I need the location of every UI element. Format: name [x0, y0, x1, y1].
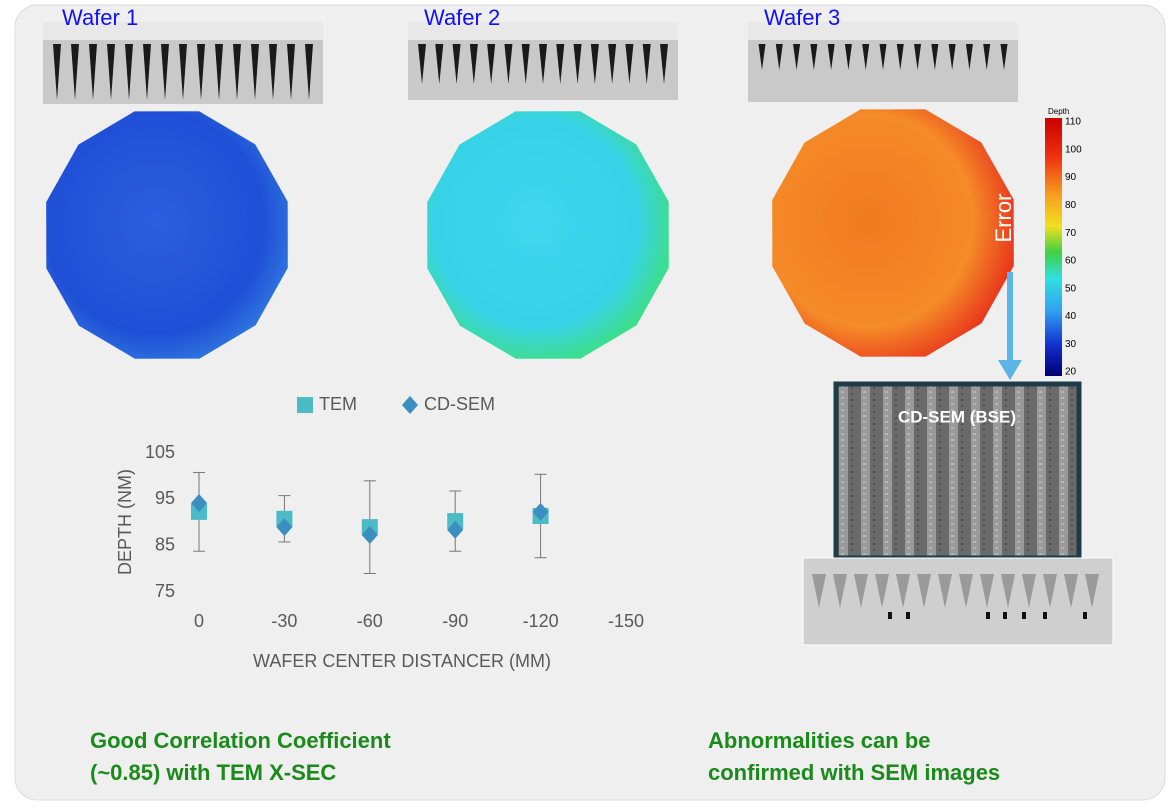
void — [986, 612, 990, 619]
void — [906, 612, 910, 619]
colorbar-tick: 80 — [1065, 200, 1077, 211]
void — [1022, 612, 1026, 619]
x-tick-label: -30 — [271, 611, 297, 631]
wafer-label: Wafer 1 — [62, 5, 138, 30]
caption: (~0.85) with TEM X-SEC — [90, 760, 336, 785]
colorbar-tick: 40 — [1065, 311, 1077, 322]
colorbar-tick: 50 — [1065, 283, 1077, 294]
colorbar-tick: 110 — [1065, 117, 1081, 128]
wafer-label: Wafer 3 — [764, 5, 840, 30]
caption: Abnormalities can be — [708, 728, 931, 753]
colorbar-tick: 100 — [1065, 144, 1082, 155]
wafer-label: Wafer 2 — [424, 5, 500, 30]
y-tick-label: 85 — [155, 534, 175, 554]
wafer-map — [427, 111, 669, 358]
caption: confirmed with SEM images — [708, 760, 1000, 785]
void — [888, 612, 892, 619]
wafer-map — [772, 109, 1014, 356]
y-tick-label: 95 — [155, 488, 175, 508]
cross-section — [803, 558, 1113, 645]
error-label: Error — [991, 194, 1016, 243]
void — [1083, 612, 1087, 619]
x-tick-label: -60 — [357, 611, 383, 631]
colorbar-title: Depth — [1048, 107, 1069, 116]
y-tick-label: 75 — [155, 581, 175, 601]
colorbar-tick: 60 — [1065, 256, 1077, 267]
y-axis-label: DEPTH (NM) — [115, 469, 135, 575]
x-tick-label: -120 — [523, 611, 559, 631]
colorbar — [1045, 118, 1062, 376]
x-tick-label: -150 — [608, 611, 644, 631]
caption: Good Correlation Coefficient — [90, 728, 391, 753]
x-tick-label: 0 — [194, 611, 204, 631]
colorbar-tick: 70 — [1065, 228, 1077, 239]
void — [1043, 612, 1047, 619]
legend-label: CD-SEM — [424, 394, 495, 414]
colorbar-tick: 30 — [1065, 339, 1077, 350]
colorbar-tick: 90 — [1065, 172, 1077, 183]
x-tick-label: -90 — [442, 611, 468, 631]
legend-label: TEM — [319, 394, 357, 414]
void — [1003, 612, 1007, 619]
colorbar-tick: 20 — [1065, 367, 1077, 378]
point — [297, 397, 313, 413]
slide: Wafer 1 Wafer 2 Wafer 3 Depth110 100 90 80 70 60… — [0, 0, 1171, 803]
wafer-map — [46, 111, 288, 358]
x-axis-label: WAFER CENTER DISTANCER (MM) — [253, 651, 551, 671]
sem-label: CD-SEM (BSE) — [898, 407, 1016, 426]
y-tick-label: 105 — [145, 442, 175, 462]
